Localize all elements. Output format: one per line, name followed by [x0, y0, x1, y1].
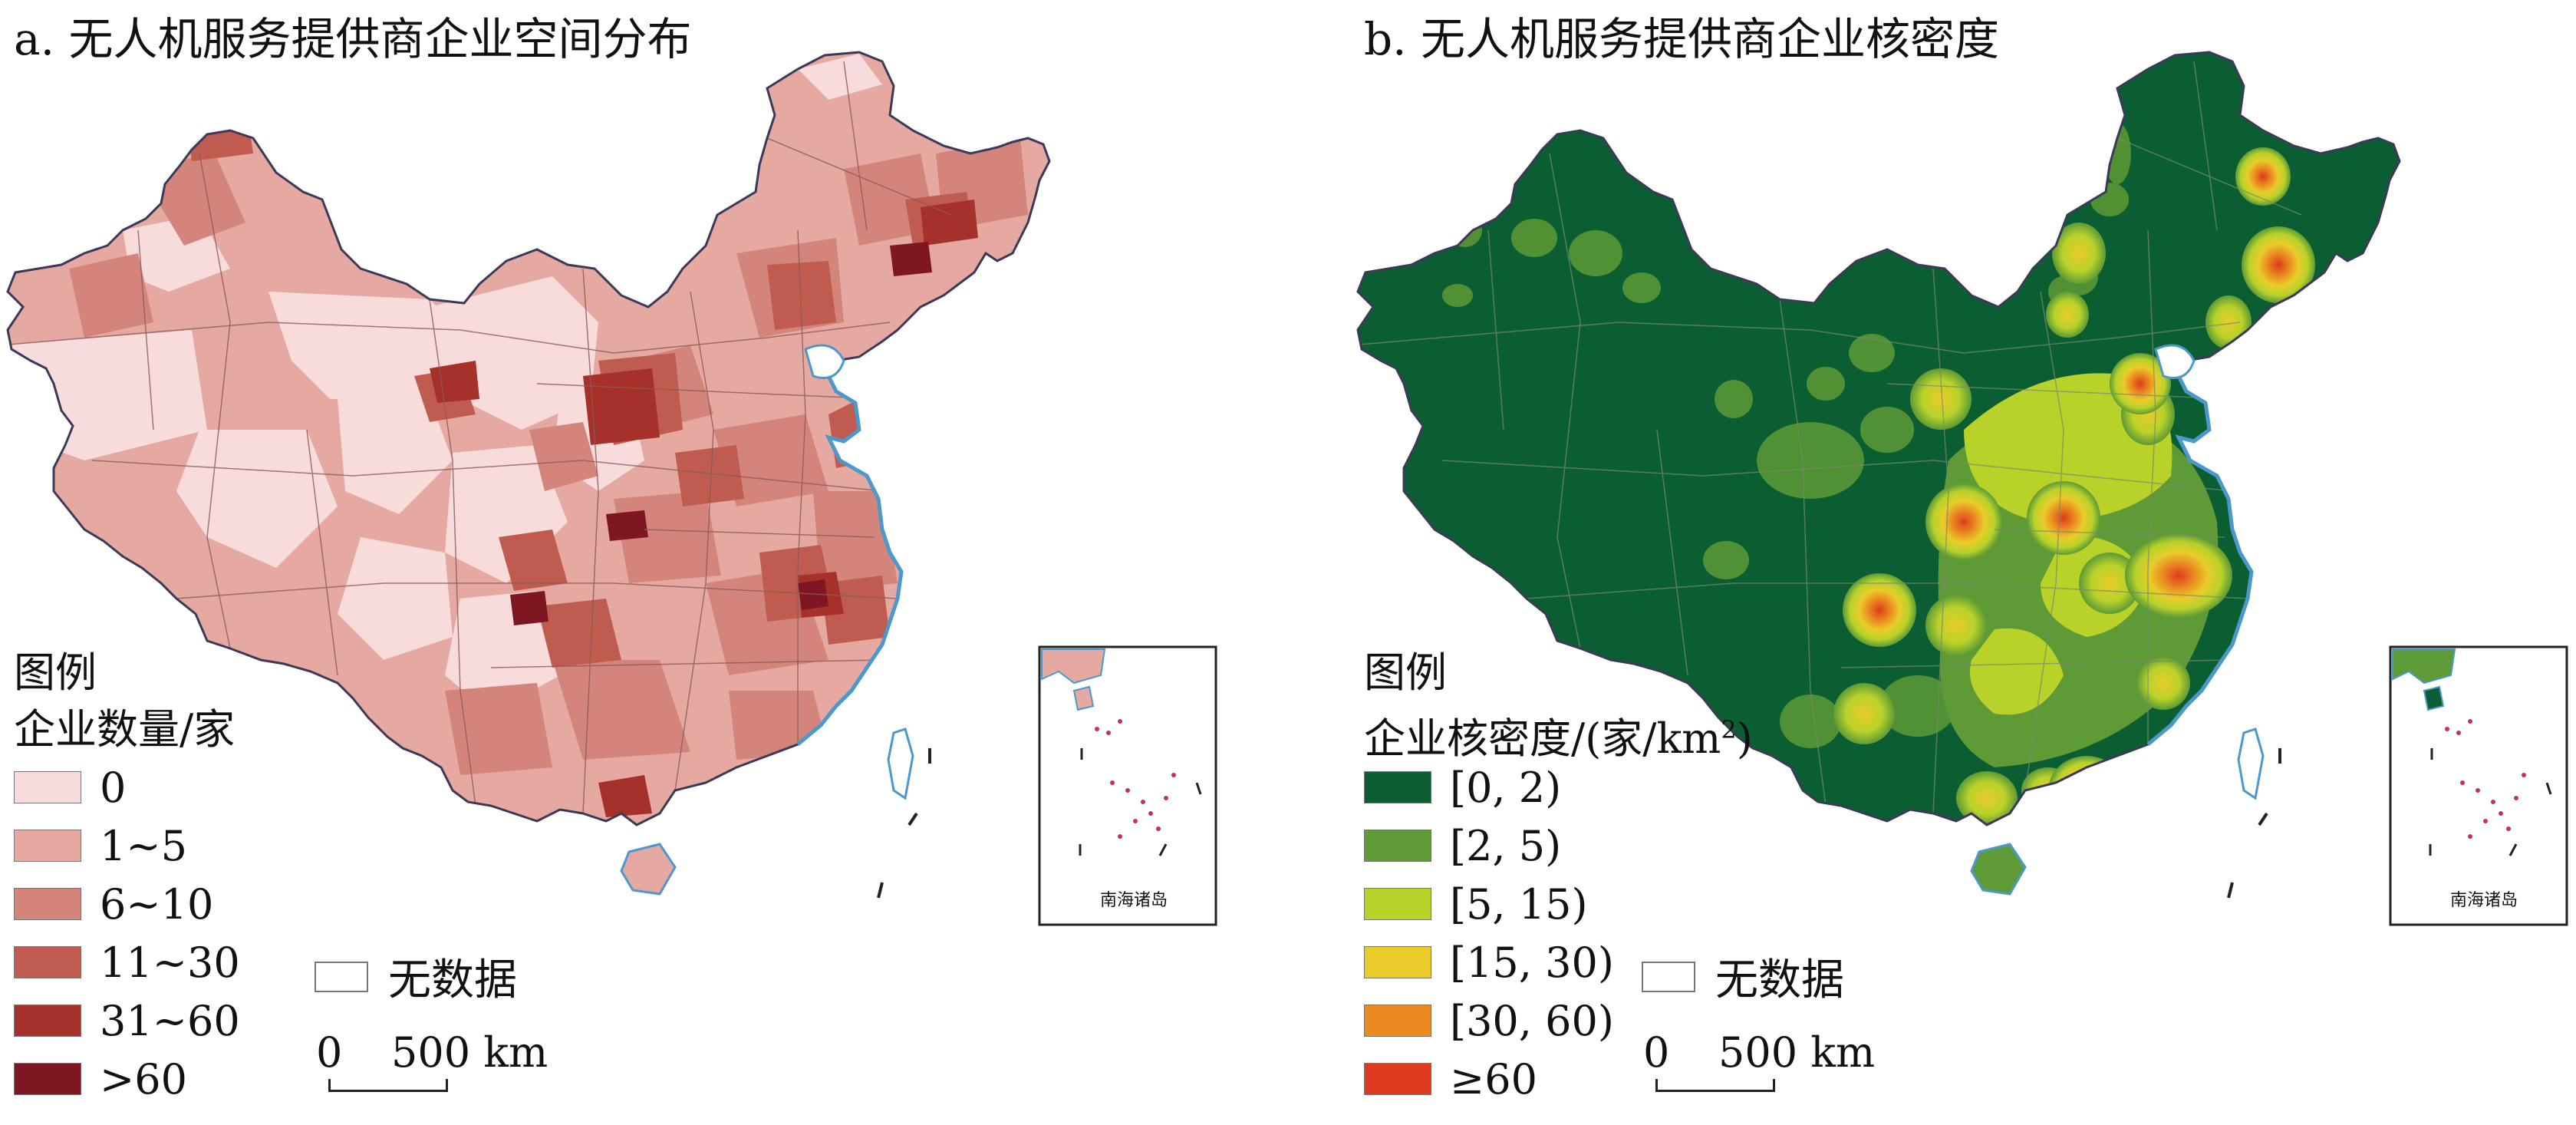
scale-start: 0 [316, 1028, 343, 1077]
legend-item: >60 [14, 1050, 240, 1108]
legend-label: [0, 2) [1450, 763, 1562, 812]
legend-item: [5, 15) [1364, 875, 1753, 933]
no-data-label: 无数据 [1715, 955, 1844, 1005]
panel-b-legend-subtitle: 企业核密度/(家/km2) [1364, 701, 1753, 763]
legend-swatch [1364, 830, 1431, 862]
legend-swatch [1364, 1063, 1431, 1095]
legend-item: [0, 2) [1364, 758, 1753, 817]
panel-a-inset-label: 南海诸岛 [1100, 891, 1168, 910]
panel-b-title: b. 无人机服务提供商企业核密度 [1364, 13, 2000, 65]
no-data-label: 无数据 [388, 955, 517, 1005]
legend-item: [15, 30) [1364, 933, 1753, 991]
panel-a-scale-bar: 0 500 km [316, 1028, 562, 1092]
legend-label: [30, 60) [1450, 996, 1614, 1045]
legend-item: [2, 5) [1364, 817, 1753, 875]
legend-item: 6~10 [14, 875, 240, 933]
legend-label: ≥60 [1450, 1054, 1537, 1104]
panel-b-kernel-density: b. 无人机服务提供商企业核密度 [1273, 0, 2576, 1125]
legend-swatch [14, 1005, 81, 1037]
panel-a-map: 南海诸岛 [6, 51, 1217, 926]
legend-swatch [1364, 946, 1431, 978]
legend-item: ≥60 [1364, 1050, 1753, 1108]
scale-end: 500 km [1718, 1028, 1876, 1077]
panel-b-legend: 图例 企业核密度/(家/km2) [0, 2) [2, 5) [5, 15) [… [1364, 645, 1753, 1108]
legend-label: [5, 15) [1450, 879, 1588, 929]
panel-b-no-data: 无数据 [1642, 945, 1844, 1008]
legend-label: 0 [100, 763, 127, 812]
panel-a-no-data: 无数据 [315, 945, 517, 1008]
no-data-swatch [1642, 961, 1695, 992]
scale-start: 0 [1643, 1028, 1670, 1077]
legend-label: 6~10 [100, 879, 214, 929]
legend-label: [2, 5) [1450, 821, 1562, 870]
legend-label: 31~60 [100, 996, 240, 1045]
legend-swatch [1364, 1005, 1431, 1037]
legend-subtitle-sup: 2 [1721, 715, 1737, 744]
panel-b-scale-bar: 0 500 km [1643, 1028, 1889, 1092]
panel-b-inset-label: 南海诸岛 [2450, 891, 2518, 910]
panel-a-enterprise-distribution: a. 无人机服务提供商企业空间分布 [0, 0, 1273, 1125]
panel-a-legend-title: 图例 [14, 648, 97, 697]
scale-end: 500 km [391, 1028, 548, 1077]
legend-item: 11~30 [14, 933, 240, 991]
legend-subtitle-main: 企业核密度/(家/km [1364, 714, 1721, 763]
legend-label: >60 [100, 1054, 187, 1104]
panel-a-legend-subtitle: 企业数量/家 [14, 705, 236, 754]
legend-label: [15, 30) [1450, 938, 1614, 987]
legend-swatch [14, 771, 81, 803]
legend-subtitle-end: ) [1736, 714, 1753, 763]
legend-swatch [14, 1063, 81, 1095]
legend-label: 1~5 [100, 821, 187, 870]
panel-a-inset: 南海诸岛 [1038, 645, 1217, 926]
panel-b-map: 南海诸岛 [1356, 51, 2568, 926]
panel-b-legend-title: 图例 [1364, 648, 1447, 697]
panel-a-title: a. 无人机服务提供商企业空间分布 [14, 13, 692, 65]
legend-item: 31~60 [14, 991, 240, 1050]
no-data-swatch [315, 961, 368, 992]
legend-label: 11~30 [100, 938, 240, 987]
legend-swatch [14, 888, 81, 920]
legend-item: [30, 60) [1364, 991, 1753, 1050]
legend-item: 1~5 [14, 817, 240, 875]
panel-a-legend: 图例 企业数量/家 0 1~5 6~10 11~30 31~60 >60 [14, 645, 240, 1108]
legend-swatch [14, 830, 81, 862]
scale-line [1655, 1079, 1775, 1092]
scale-line [328, 1079, 448, 1092]
legend-swatch [14, 946, 81, 978]
legend-item: 0 [14, 758, 240, 817]
legend-swatch [1364, 771, 1431, 803]
legend-swatch [1364, 888, 1431, 920]
panel-b-inset: 南海诸岛 [2389, 645, 2568, 926]
